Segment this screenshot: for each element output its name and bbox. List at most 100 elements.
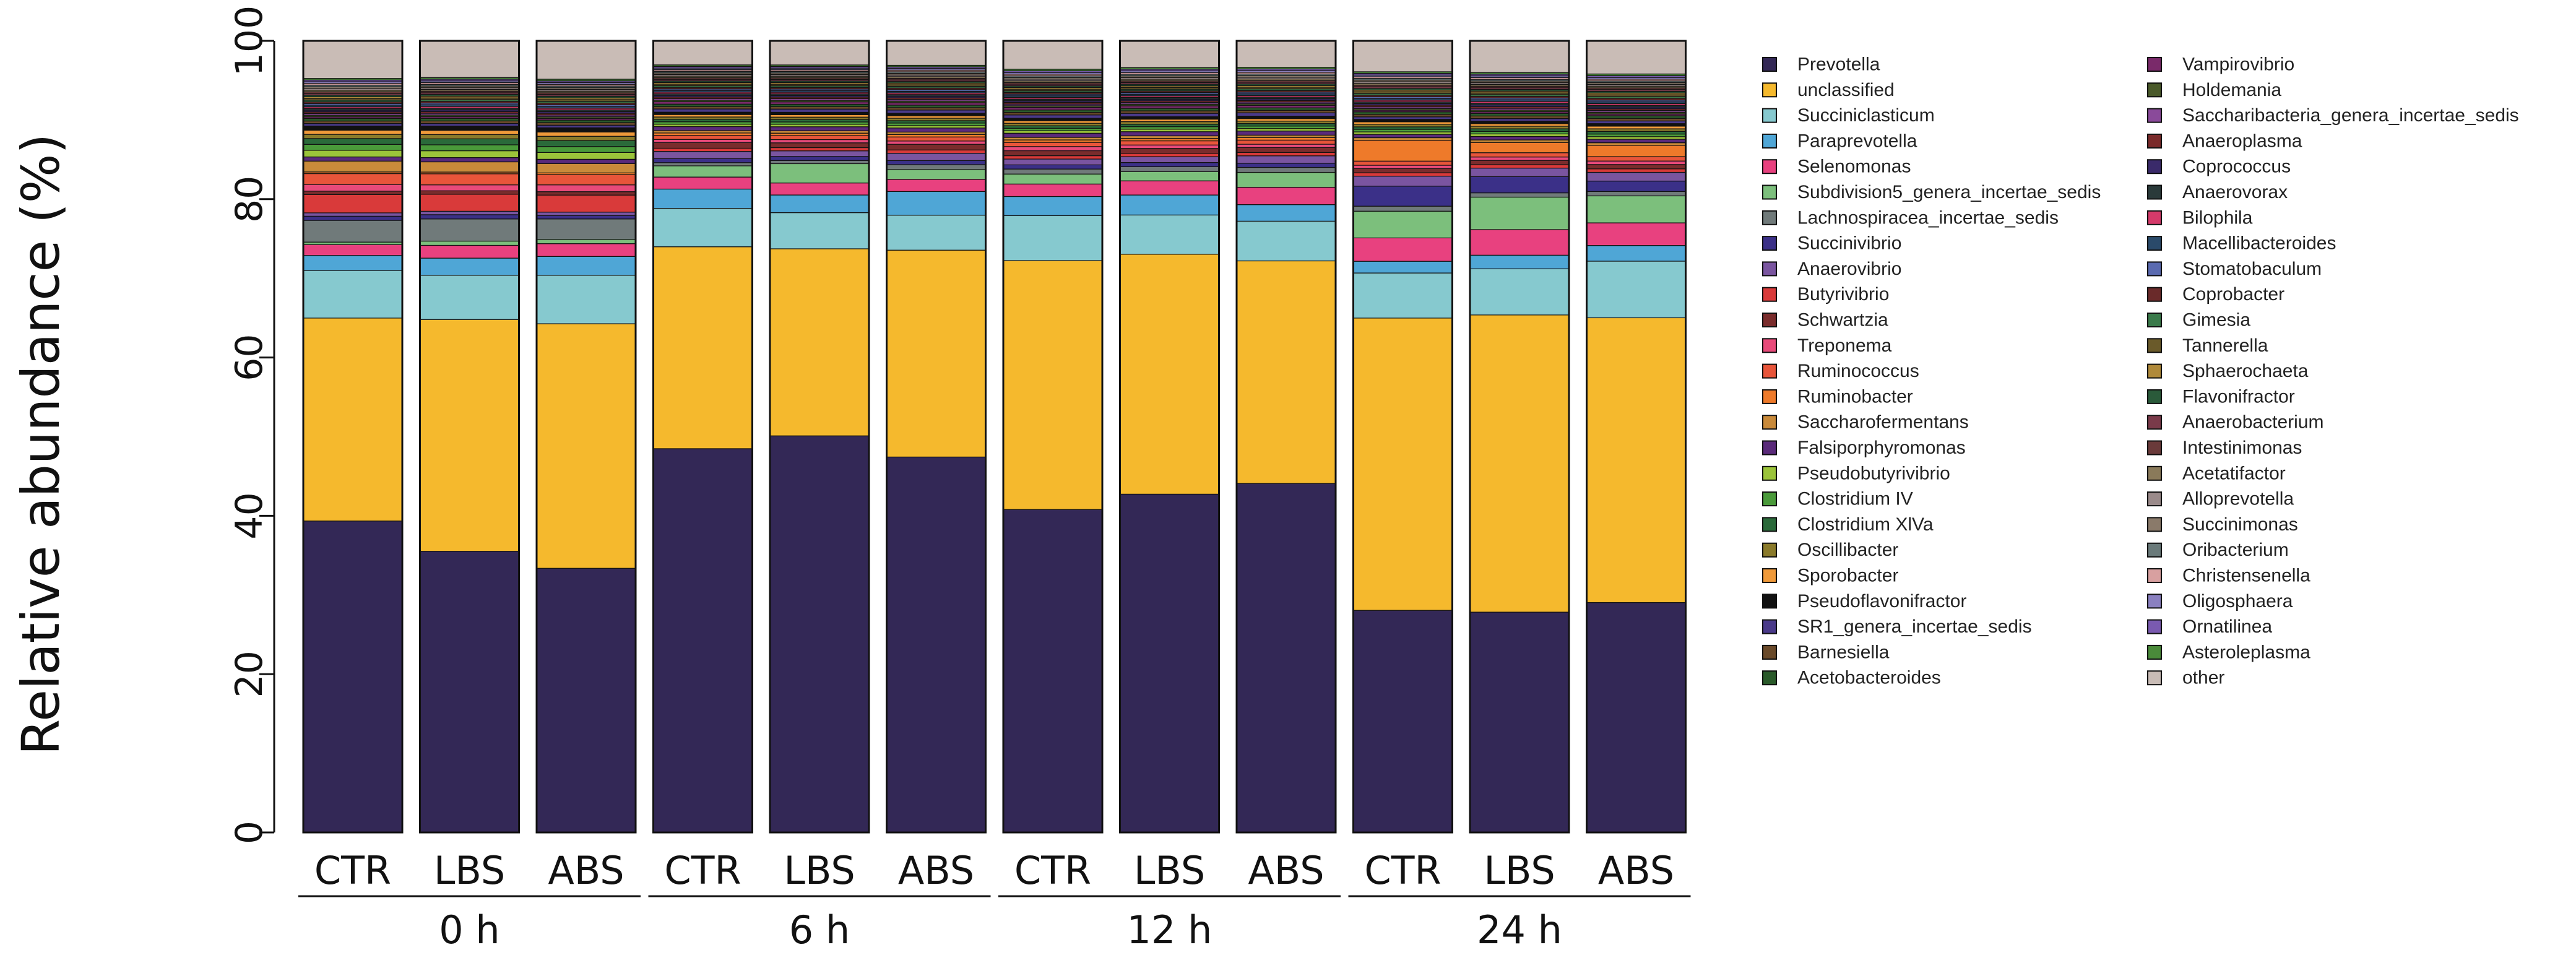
bar-outline [1352, 40, 1453, 834]
bar-segment [769, 194, 870, 214]
bar-segment [652, 158, 753, 163]
legend-label: unclassified [1797, 80, 1895, 100]
bar-segment [769, 40, 870, 66]
bar-segment [1119, 135, 1220, 139]
bar-segment [1352, 119, 1453, 123]
legend-label: Anaerovibrio [1797, 259, 1901, 279]
bar-segment [1352, 139, 1453, 162]
bar-segment [1586, 120, 1687, 124]
bar-segment [303, 521, 403, 833]
bar-segment [536, 163, 636, 173]
bar-segment [1119, 113, 1220, 118]
bar-segment [303, 173, 403, 185]
bar-segment [536, 131, 636, 137]
bar-segment [1352, 160, 1453, 166]
bar-segment [886, 127, 987, 132]
bar-segment [536, 218, 636, 240]
bar-segment [419, 138, 520, 145]
legend-swatch [1762, 644, 1777, 660]
legend-label: Subdivision5_genera_incertae_sedis [1797, 182, 2101, 202]
bar-segment [652, 147, 753, 152]
bar-segment [536, 174, 636, 186]
bar-segment [1352, 124, 1453, 127]
bar-segment [769, 248, 870, 436]
legend-swatch [1762, 210, 1777, 225]
bar-segment [419, 144, 520, 152]
legend-label: Anaerovorax [2182, 182, 2288, 202]
bar-segment [1352, 137, 1453, 141]
bar-segment [652, 246, 753, 449]
bar-segment [652, 126, 753, 131]
bar-segment [419, 134, 520, 139]
bar-outline [1235, 40, 1337, 834]
bar-segment [419, 257, 520, 276]
legend-label: Clostridium IV [1797, 489, 1913, 509]
bar-segment [1003, 110, 1103, 113]
bar-segment [1352, 175, 1453, 187]
bar-segment [1236, 144, 1336, 149]
bar-segment [1003, 137, 1103, 140]
legend-label: Acetobacteroides [1797, 668, 1941, 688]
bar-segment [1236, 126, 1336, 129]
legend-swatch [2147, 644, 2162, 660]
bar-outline [302, 40, 404, 834]
bar-segment [1003, 118, 1103, 121]
bar-segment [419, 194, 520, 212]
bar-segment [1119, 118, 1220, 123]
bar-segment [1119, 108, 1220, 111]
bar-segment [1003, 120, 1103, 124]
bar-segment [303, 241, 403, 245]
bar-segment [1119, 148, 1220, 154]
legend-swatch [1762, 57, 1777, 72]
bar-segment [419, 214, 520, 220]
bar-segment [1586, 133, 1687, 137]
legend-swatch [2147, 542, 2162, 558]
bar-segment [1119, 129, 1220, 132]
legend-label: Barnesiella [1797, 642, 1890, 662]
bar-segment [1352, 610, 1453, 833]
bar-segment [536, 40, 636, 80]
bar-segment [303, 215, 403, 221]
bar-segment [1119, 156, 1220, 163]
bar-segment [1352, 205, 1453, 212]
bar-segment [303, 138, 403, 145]
bar-segment [1003, 168, 1103, 175]
bar-outline [419, 40, 520, 834]
bar-segment [1352, 237, 1453, 262]
bar-segment [1003, 130, 1103, 134]
bar-segment [886, 152, 987, 162]
bar-segment [419, 218, 520, 242]
bar-segment [1119, 121, 1220, 125]
bar-segment [419, 150, 520, 158]
bar-segment [536, 127, 636, 132]
x-category-label: ABS [548, 848, 624, 893]
legend-label: Treponema [1797, 335, 1892, 356]
bar-segment [1119, 254, 1220, 495]
bar-segment [419, 319, 520, 552]
x-category-label: ABS [1248, 848, 1324, 893]
bar-segment [1586, 139, 1687, 144]
bar-segment [419, 551, 520, 833]
bar-segment [1119, 166, 1220, 172]
bar-segment [1586, 168, 1687, 173]
legend-label: Paraprevotella [1797, 131, 1917, 151]
legend-label: Coprobacter [2182, 284, 2284, 305]
bar-segment [1469, 152, 1570, 158]
bar-segment [886, 214, 987, 251]
bar-segment [769, 182, 870, 196]
x-category-label: LBS [434, 848, 505, 893]
legend-swatch [1762, 287, 1777, 302]
y-tick-label: 100 [228, 6, 271, 77]
legend-label: Sporobacter [1797, 566, 1898, 586]
x-category-label: ABS [1598, 848, 1674, 893]
x-category-label: CTR [1364, 848, 1441, 893]
legend-swatch [2147, 261, 2162, 277]
bar-segment [769, 139, 870, 144]
bar-segment [1352, 134, 1453, 139]
bar-segment [1236, 128, 1336, 132]
bar-segment [303, 118, 403, 122]
bar-segment [1352, 186, 1453, 207]
bar-segment [886, 456, 987, 833]
bar-segment [769, 108, 870, 113]
